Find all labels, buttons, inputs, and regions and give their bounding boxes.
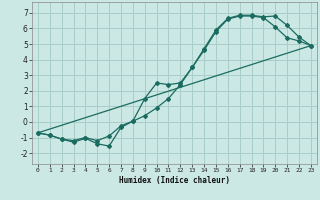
X-axis label: Humidex (Indice chaleur): Humidex (Indice chaleur) — [119, 176, 230, 185]
